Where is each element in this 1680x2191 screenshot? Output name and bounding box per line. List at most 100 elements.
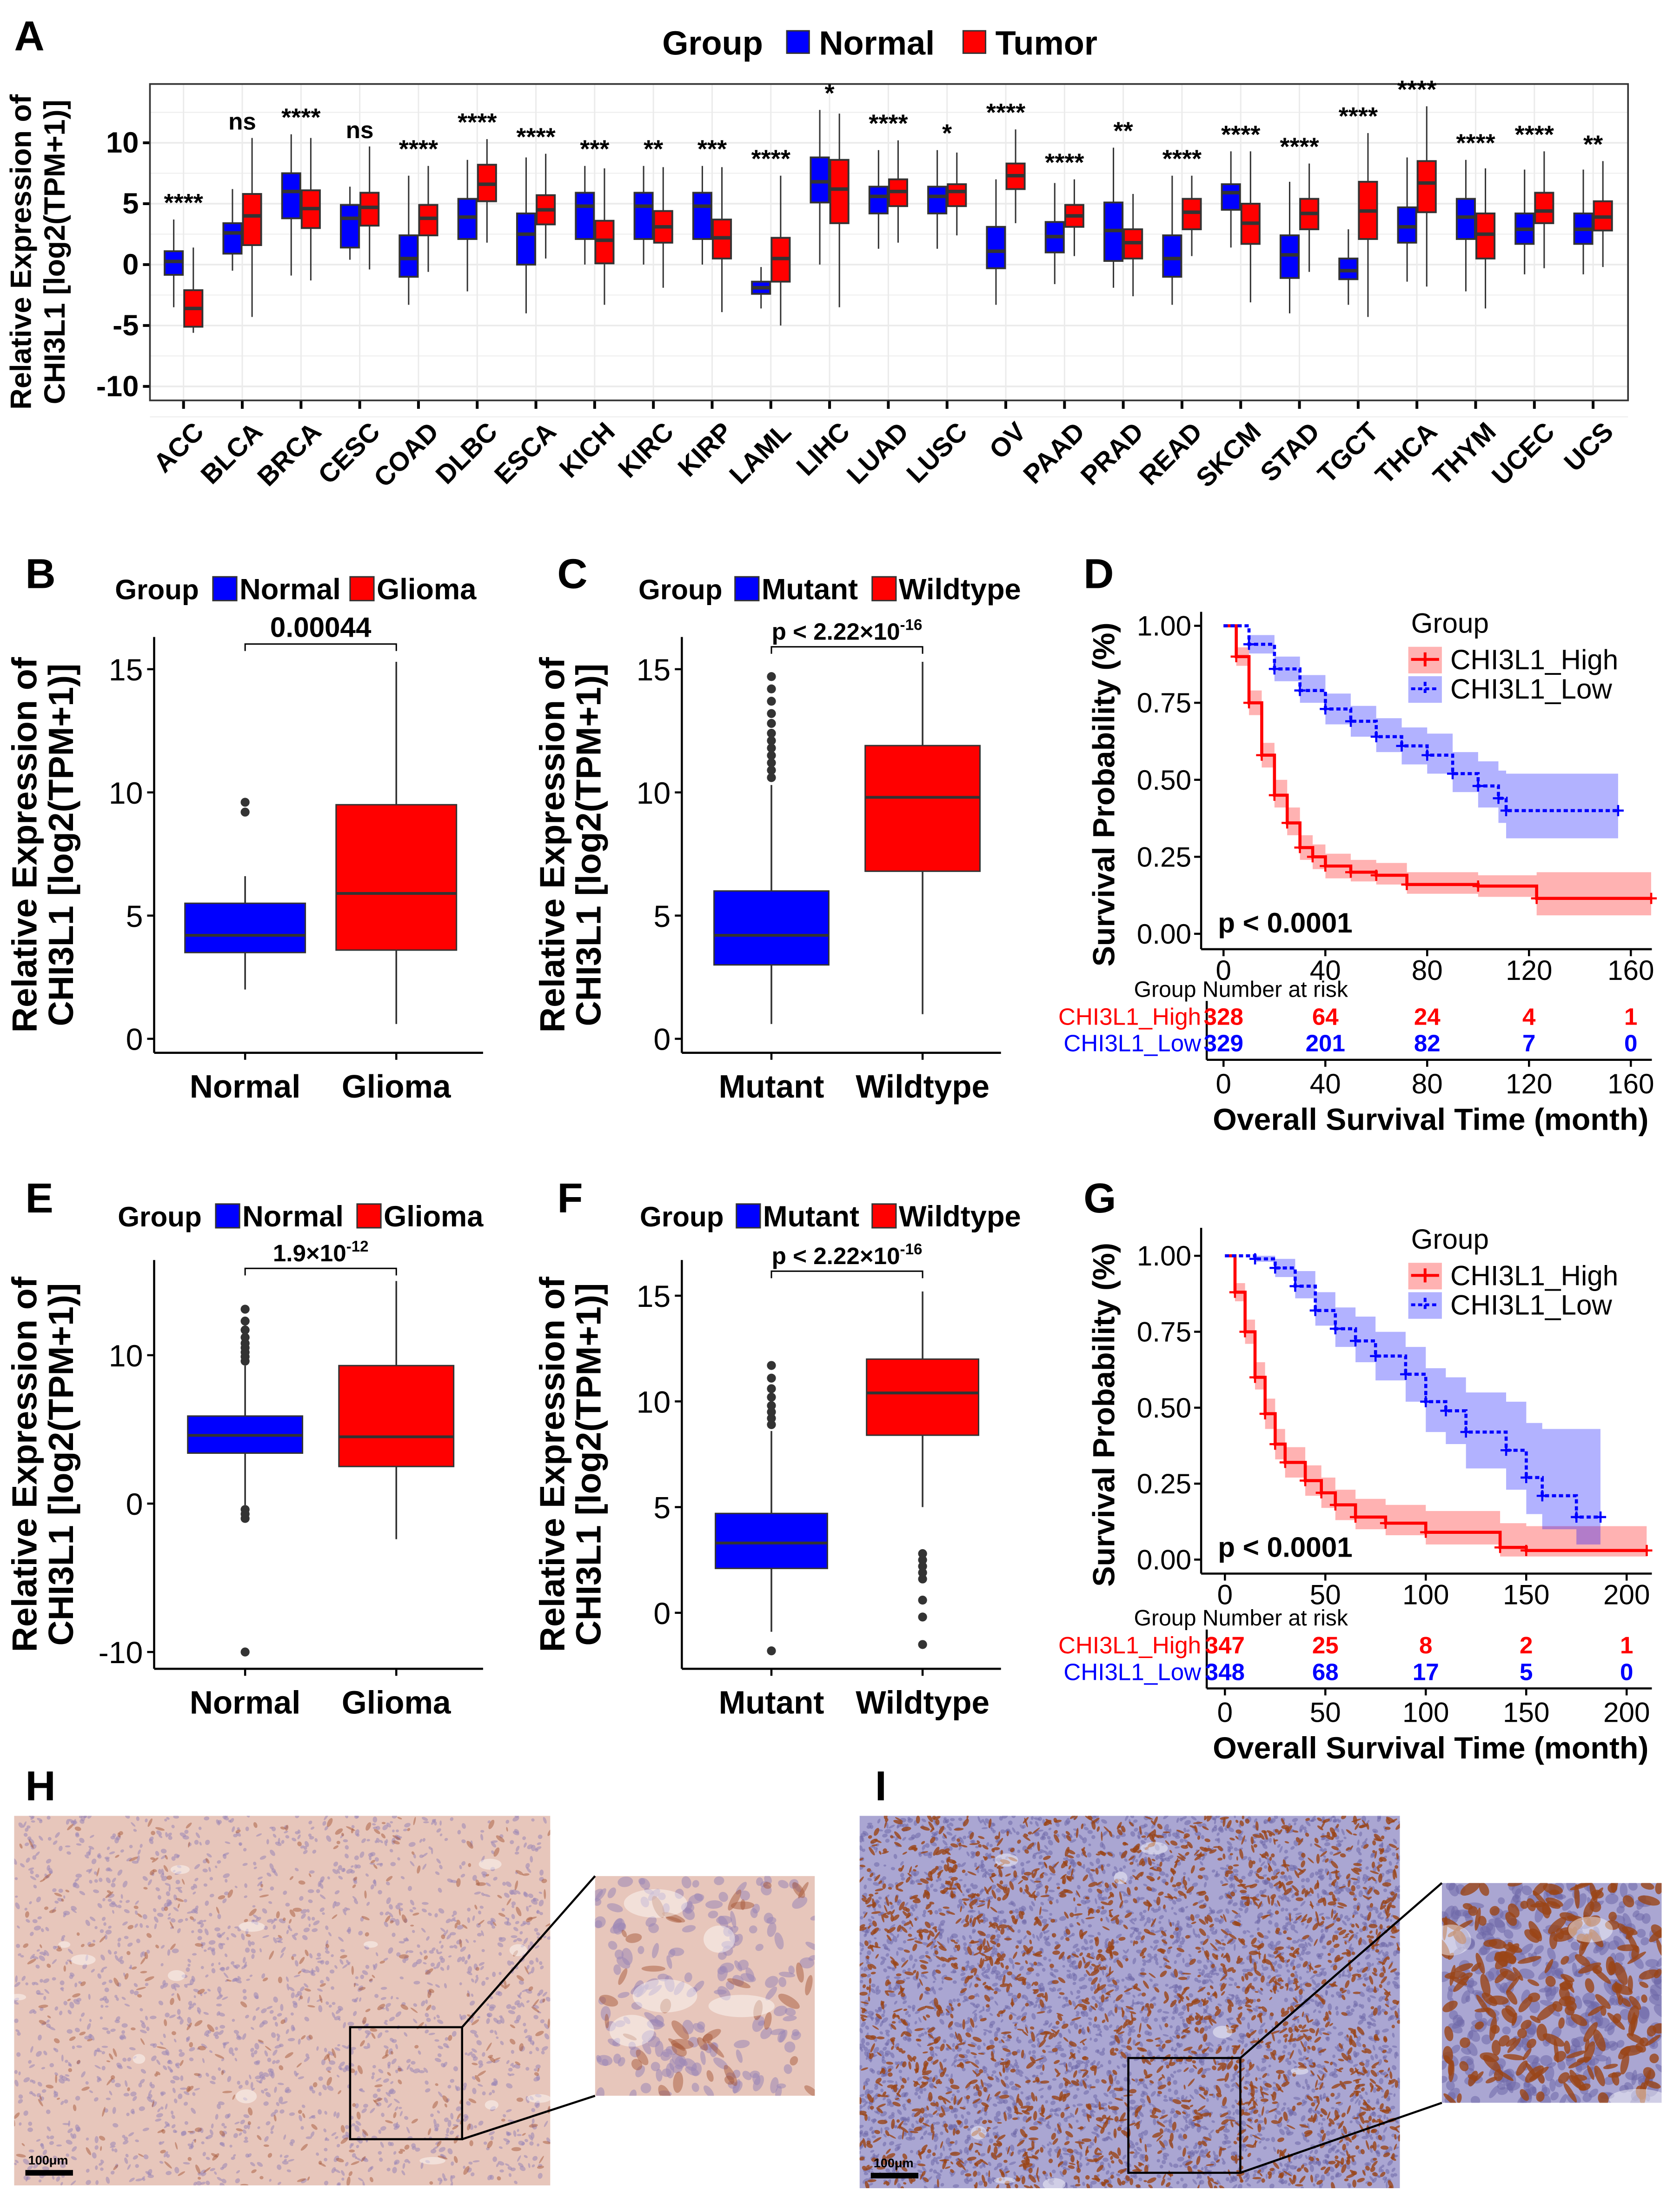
dab-stain	[496, 1835, 505, 1843]
nucleus	[692, 1880, 699, 1888]
dab-stain	[186, 2022, 192, 2031]
nucleus	[412, 1930, 415, 1933]
dab-stain	[407, 1828, 411, 1831]
nucleus	[36, 2139, 41, 2142]
box-normal-lusc	[927, 150, 948, 249]
nucleus	[536, 2075, 540, 2081]
nucleus	[220, 2167, 224, 2170]
nucleus	[530, 2040, 535, 2045]
nucleus	[325, 1960, 329, 1965]
nucleus	[392, 2167, 397, 2174]
nucleus	[251, 1919, 254, 1924]
nucleus	[172, 2087, 176, 2093]
nucleus	[118, 1956, 123, 1962]
nucleus	[166, 1817, 170, 1820]
box-normal-read	[1162, 175, 1182, 305]
nucleus	[372, 1816, 378, 1823]
nucleus	[287, 2038, 295, 2042]
nucleus	[517, 1938, 522, 1942]
dab-stain	[386, 1876, 393, 1882]
nucleus	[223, 1873, 230, 1878]
nucleus	[799, 1957, 815, 1969]
y-tick-label: 0	[122, 248, 139, 281]
dab-stain	[203, 2167, 211, 2173]
nucleus	[211, 2123, 214, 2129]
box-tumor-thca	[1416, 106, 1437, 287]
dab-stain	[247, 2121, 252, 2125]
nucleus	[40, 1928, 44, 1932]
dab-stain	[39, 2020, 46, 2025]
nucleus	[47, 1837, 52, 1841]
nucleus	[177, 1865, 182, 1868]
vessel-lumen	[478, 1858, 502, 1870]
nucleus	[439, 2179, 443, 2185]
nucleus	[339, 2061, 345, 2067]
nucleus	[65, 1961, 68, 1965]
nucleus	[302, 1970, 310, 1973]
nucleus	[453, 2066, 458, 2071]
box-tumor-paad	[1064, 179, 1084, 256]
dab-stain	[352, 1884, 356, 1888]
nucleus	[513, 2130, 517, 2137]
nucleus	[217, 1860, 221, 1864]
micrograph-main	[859, 1816, 1400, 2188]
dab-stain	[671, 2020, 689, 2040]
nucleus	[1040, 2095, 1044, 2098]
nucleus	[163, 2151, 168, 2158]
dab-stain	[195, 1943, 203, 1947]
nucleus	[1122, 2015, 1128, 2020]
survival-curve-chi3l1_high	[1225, 1254, 1647, 1552]
nucleus	[691, 2083, 699, 2092]
nucleus	[507, 1960, 512, 1966]
nucleus	[755, 1944, 764, 1951]
dab-stain	[38, 2005, 48, 2008]
dab-stain	[341, 1832, 344, 1837]
dab-stain	[514, 1880, 518, 1890]
dab-stain	[269, 1951, 274, 1960]
box	[927, 186, 948, 214]
dab-stain	[438, 2156, 448, 2160]
nucleus	[1308, 1942, 1312, 1947]
nucleus	[325, 1976, 330, 1982]
legend-label: CHI3L1_High	[1450, 1260, 1618, 1291]
nucleus	[243, 2097, 248, 2101]
nucleus	[471, 2076, 476, 2080]
nucleus	[383, 1958, 388, 1961]
nucleus	[1126, 1949, 1129, 1953]
nucleus	[279, 2109, 285, 2114]
nucleus	[14, 2001, 19, 2005]
nucleus	[129, 2178, 135, 2182]
dab-stain	[221, 2070, 224, 2075]
nucleus	[174, 1871, 182, 1875]
dab-stain	[398, 2151, 403, 2154]
dab-stain	[401, 1914, 407, 1923]
nucleus	[149, 1836, 154, 1841]
nucleus	[27, 1825, 31, 1829]
dab-stain	[240, 2184, 249, 2185]
nucleus	[20, 1863, 25, 1868]
nucleus	[385, 2003, 391, 2007]
nucleus	[453, 1945, 458, 1949]
nucleus	[714, 1989, 727, 1995]
y-tick-label: 15	[637, 1279, 671, 1314]
nucleus	[461, 1823, 466, 1829]
nucleus	[76, 2045, 82, 2048]
legend-label: Normal	[239, 573, 341, 606]
nucleus	[354, 1864, 358, 1869]
legend-title: Group	[662, 25, 763, 62]
nucleus	[53, 2155, 58, 2162]
nucleus	[255, 2007, 260, 2011]
significance-label: *	[825, 79, 835, 107]
nucleus	[171, 1984, 175, 1990]
dab-stain	[87, 2038, 93, 2042]
nucleus	[165, 1883, 171, 1886]
nucleus	[23, 2158, 29, 2165]
panel-letters: AB C DE F GH I	[14, 13, 1116, 1810]
nucleus	[526, 1906, 529, 1912]
nucleus	[301, 1913, 306, 1919]
nucleus	[277, 2164, 282, 2170]
nucleus	[370, 1884, 374, 1890]
dab-stain	[399, 2149, 405, 2152]
box-normal-lihc	[810, 110, 830, 265]
nucleus	[299, 1896, 304, 1901]
